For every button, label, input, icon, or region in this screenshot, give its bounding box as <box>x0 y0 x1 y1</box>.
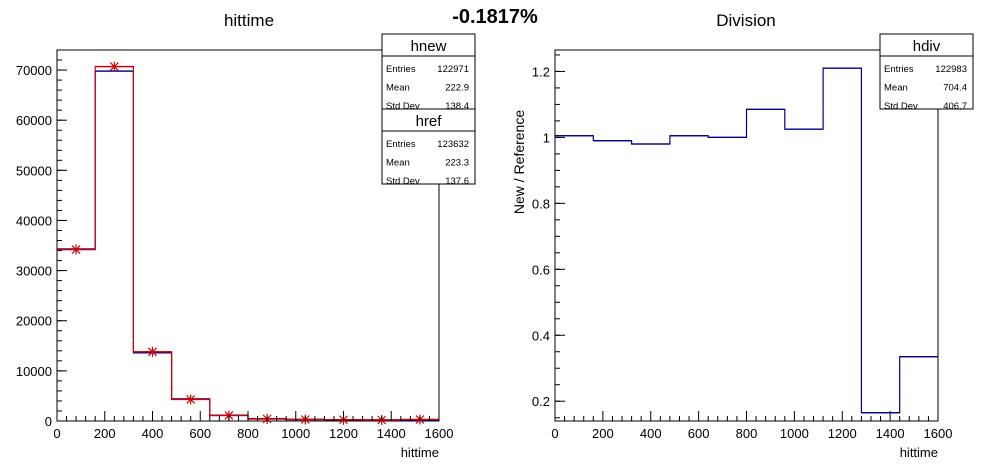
stats-row-label: Mean <box>386 158 410 169</box>
stats-row-label: Entries <box>884 64 914 75</box>
x-tick-label: 400 <box>640 426 662 441</box>
y-tick-label: 0.4 <box>532 328 550 343</box>
stats-row-label: Std Dev <box>884 101 918 112</box>
division-y-axis-label: New / Reference <box>511 110 527 214</box>
x-tick-label: 1400 <box>876 426 905 441</box>
stats-box-title: href <box>416 113 443 130</box>
stats-row-label: Std Dev <box>386 176 420 187</box>
division-x-axis-label: hittime <box>900 445 938 460</box>
x-tick-label: 800 <box>736 426 758 441</box>
stats-box-title: hnew <box>411 38 447 55</box>
x-tick-label: 1000 <box>281 426 310 441</box>
stats-row-value: 122971 <box>437 64 469 75</box>
x-tick-label: 200 <box>94 426 116 441</box>
stats-row-value: 223.3 <box>445 158 469 169</box>
y-tick-label: 1.2 <box>532 64 550 79</box>
percent-difference-label: -0.1817% <box>452 6 538 28</box>
x-tick-label: 0 <box>551 426 558 441</box>
x-tick-label: 400 <box>142 426 164 441</box>
stats-row-value: 406.7 <box>943 101 967 112</box>
hittime-plot-title: hittime <box>224 11 274 30</box>
hittime-panel: hittime 0 200 400 600 800 1000 1200 1400 1600 0 10… <box>16 11 476 460</box>
x-tick-label: 1600 <box>425 426 454 441</box>
x-tick-label: 1600 <box>924 426 953 441</box>
stats-row-label: Mean <box>884 83 908 94</box>
stats-box-frame <box>879 33 974 110</box>
stats-row-value: 123632 <box>437 139 469 150</box>
href-marker <box>71 244 81 255</box>
y-tick-label: 0.2 <box>532 394 550 409</box>
stats-box-frame <box>381 108 476 185</box>
href-marker <box>148 346 157 357</box>
hdiv-stats-box: hdiv Entries 122983 Mean 704.4 Std Dev 406.7 <box>879 33 974 112</box>
x-tick-label: 800 <box>237 426 259 441</box>
stats-row-value: 137.6 <box>445 176 469 187</box>
href-marker <box>109 61 119 72</box>
y-tick-label: 70000 <box>16 63 52 78</box>
stats-row-label: Entries <box>386 139 416 150</box>
href-marker <box>186 394 196 405</box>
stats-row-label: Mean <box>386 83 410 94</box>
x-tick-label: 0 <box>53 426 60 441</box>
y-tick-label: 40000 <box>16 213 52 228</box>
x-tick-label: 1200 <box>329 426 358 441</box>
stats-box-frame <box>381 33 476 110</box>
stats-row-value: 138.4 <box>445 101 469 112</box>
stats-row-value: 122983 <box>935 64 967 75</box>
y-tick-label: 1 <box>543 130 550 145</box>
stats-row-value: 704.4 <box>943 83 967 94</box>
x-tick-label: 600 <box>688 426 710 441</box>
stats-box-title: hdiv <box>913 38 941 55</box>
y-tick-label: 0.6 <box>532 262 550 277</box>
hdiv-step-line <box>555 67 938 414</box>
x-tick-label: 1400 <box>377 426 406 441</box>
x-tick-label: 200 <box>592 426 614 441</box>
y-tick-label: 10000 <box>16 364 52 379</box>
x-tick-label: 1200 <box>828 426 857 441</box>
stats-row-label: Std Dev <box>386 101 420 112</box>
y-tick-label: 20000 <box>16 314 52 329</box>
hnew-stats-box: hnew Entries 122971 Mean 222.9 Std Dev 138.4 <box>381 33 476 112</box>
stats-row-value: 222.9 <box>445 83 469 94</box>
x-tick-label: 1000 <box>780 426 809 441</box>
hittime-x-axis-label: hittime <box>401 445 439 460</box>
y-tick-label: 30000 <box>16 264 52 279</box>
stats-row-label: Entries <box>386 64 416 75</box>
division-panel: Division 0 200 400 600 800 1000 1200 1400 1600 0.… <box>511 11 974 460</box>
y-tick-label: 60000 <box>16 113 52 128</box>
y-tick-label: 50000 <box>16 163 52 178</box>
y-tick-label: 0.8 <box>532 196 550 211</box>
x-tick-label: 600 <box>189 426 211 441</box>
division-plot-title: Division <box>716 11 776 30</box>
y-tick-label: 0 <box>45 414 52 429</box>
